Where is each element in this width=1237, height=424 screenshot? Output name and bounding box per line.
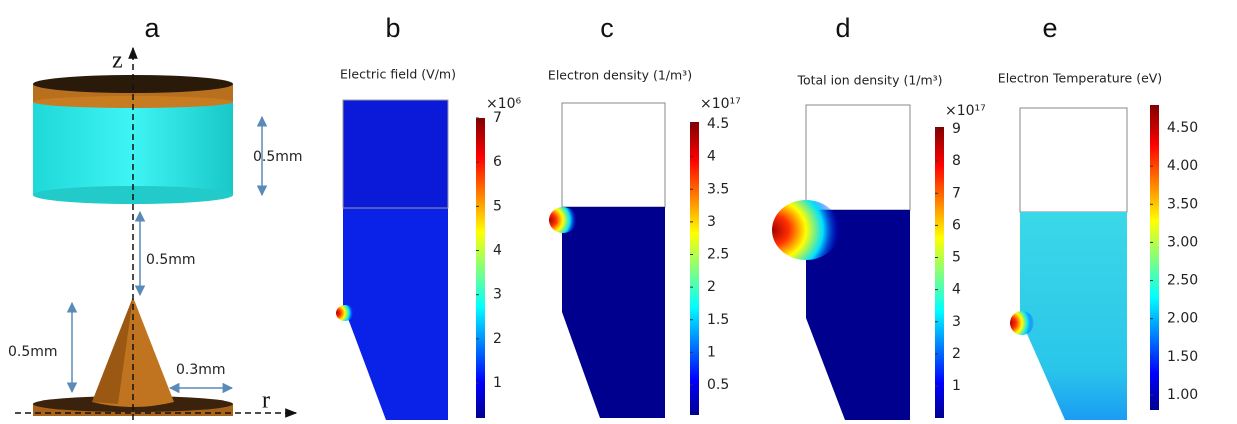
colorbar-tick-label: 1.00 xyxy=(1167,387,1198,403)
colorbar xyxy=(935,127,944,418)
colorbar-tick-label: 2 xyxy=(952,346,961,362)
panel-title: Electron density (1/m³) xyxy=(548,68,692,83)
colorbar-tick-label: 3 xyxy=(493,287,502,303)
colorbar xyxy=(690,122,699,415)
colorbar-tick-label: 1.5 xyxy=(707,312,729,328)
panel-title: Electron Temperature (eV) xyxy=(998,71,1162,86)
field-map xyxy=(549,102,666,418)
colorbar-multiplier: ×10⁶ xyxy=(486,96,522,112)
colorbar-tick-label: 1 xyxy=(952,378,961,394)
colorbar-tick-label: 7 xyxy=(952,185,961,201)
dimension-label: 0.5mm xyxy=(8,344,58,360)
colorbar-tick-label: 2 xyxy=(493,331,502,347)
colorbar-tick-label: 4 xyxy=(493,243,502,259)
colorbar-tick-label: 2.00 xyxy=(1167,311,1198,327)
colorbar-tick-label: 3.5 xyxy=(707,181,729,197)
axis-label: r xyxy=(262,388,270,414)
colorbar-tick-label: 5 xyxy=(952,250,961,266)
colorbar-tick-label: 3 xyxy=(952,314,961,330)
colorbar-tick-label: 0.5 xyxy=(707,377,729,393)
colorbar-tick-label: 1 xyxy=(707,344,716,360)
dimension-label: 0.3mm xyxy=(176,362,226,378)
colorbar-tick-label: 2.5 xyxy=(707,247,729,263)
colorbar-tick-label: 3 xyxy=(707,214,716,230)
colorbar-tick-label: 6 xyxy=(493,154,502,170)
colorbar xyxy=(476,118,485,418)
panel-letter: a xyxy=(144,13,160,43)
colorbar-tick-label: 4.50 xyxy=(1167,120,1198,136)
panel-title: Electric field (V/m) xyxy=(340,67,456,82)
colorbar-tick-label: 4.00 xyxy=(1167,158,1198,174)
dimension-label: 0.5mm xyxy=(253,149,303,165)
colorbar-tick-label: 6 xyxy=(952,217,961,233)
axis-label: z xyxy=(112,48,123,74)
colorbar-tick-label: 3.50 xyxy=(1167,196,1198,212)
colorbar-tick-label: 4 xyxy=(707,149,716,165)
field-map xyxy=(772,104,911,420)
dimension-label: 0.5mm xyxy=(146,252,196,268)
panel-letter: b xyxy=(385,13,400,43)
panel-title: Total ion density (1/m³) xyxy=(796,73,942,88)
colorbar xyxy=(1150,105,1159,410)
colorbar-tick-label: 4 xyxy=(952,282,961,298)
colorbar-tick-label: 5 xyxy=(493,198,502,214)
field-map xyxy=(1010,107,1128,420)
field-map xyxy=(336,99,449,420)
electrode-geometry xyxy=(15,46,298,420)
colorbar-tick-label: 1.50 xyxy=(1167,349,1198,365)
colorbar-tick-label: 1 xyxy=(493,375,502,391)
colorbar-tick-label: 8 xyxy=(952,153,961,169)
colorbar-tick-label: 9 xyxy=(952,121,961,137)
panel-letter: c xyxy=(600,13,614,43)
panel-letter: e xyxy=(1042,13,1057,43)
colorbar-tick-label: 7 xyxy=(493,110,502,126)
colorbar-tick-label: 2.50 xyxy=(1167,273,1198,289)
colorbar-tick-label: 3.00 xyxy=(1167,234,1198,250)
colorbar-multiplier: ×10¹⁷ xyxy=(945,103,986,119)
panel-letter: d xyxy=(835,13,850,43)
colorbar-tick-label: 2 xyxy=(707,279,716,295)
colorbar-tick-label: 4.5 xyxy=(707,116,729,132)
colorbar-multiplier: ×10¹⁷ xyxy=(700,96,741,112)
